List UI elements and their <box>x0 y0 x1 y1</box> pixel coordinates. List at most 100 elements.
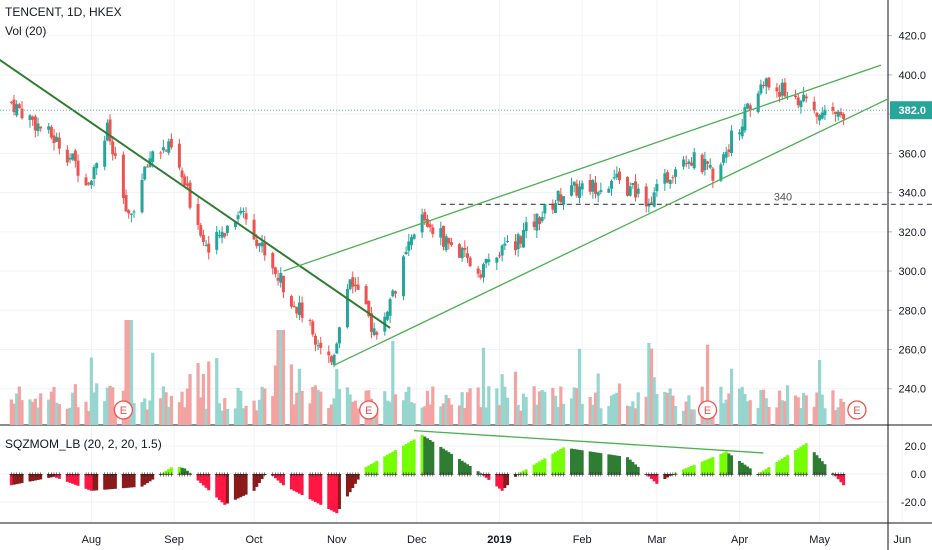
momentum-bar <box>495 474 499 487</box>
candle-body <box>842 114 846 119</box>
momentum-bar <box>578 449 582 474</box>
volume-bar <box>487 386 491 425</box>
momentum-bar <box>329 474 333 511</box>
candle-body <box>260 242 264 247</box>
squeeze-dot: + <box>222 470 227 479</box>
volume-bar <box>444 394 448 425</box>
momentum-bar <box>674 472 678 474</box>
candle-body <box>39 126 43 129</box>
momentum-bar <box>457 459 461 474</box>
momentum-bar <box>124 474 128 488</box>
momentum-bar <box>521 470 525 474</box>
momentum-bar <box>631 462 635 474</box>
candle-body <box>594 182 598 194</box>
candle-body <box>682 159 686 167</box>
squeeze-dot: + <box>161 470 166 479</box>
volume-bar <box>572 387 576 425</box>
squeeze-dot: + <box>476 470 481 479</box>
volume-bar <box>185 388 189 425</box>
volume-bar <box>124 320 128 425</box>
candle-body <box>84 177 88 186</box>
volume-bar <box>159 398 163 425</box>
candle-body <box>364 286 368 305</box>
momentum-bar <box>335 474 339 514</box>
candle-body <box>196 204 200 226</box>
squeeze-dot: + <box>33 470 38 479</box>
candle-body <box>279 272 283 283</box>
candle-body <box>554 203 558 213</box>
symbol-title: TENCENT, 1D, HKEX <box>5 5 122 19</box>
candle-body <box>375 332 379 335</box>
candle-body <box>52 135 56 144</box>
candle-body <box>690 162 694 166</box>
volume-bar <box>460 392 464 425</box>
momentum-bar <box>634 464 638 474</box>
squeeze-dot: + <box>705 470 710 479</box>
candle-body <box>428 224 432 228</box>
volume-bar <box>404 391 408 425</box>
volume-bar <box>241 408 246 425</box>
candle-body <box>263 243 267 256</box>
momentum-bar <box>148 474 152 482</box>
squeeze-dot: + <box>260 470 265 479</box>
volume-bar <box>167 406 171 425</box>
candle-body <box>700 154 704 173</box>
squeeze-dot: + <box>316 470 321 479</box>
candle-body <box>820 112 824 119</box>
momentum-bar <box>831 473 835 474</box>
x-tick-label: 2019 <box>487 534 511 546</box>
momentum-bar <box>383 456 387 474</box>
volume-bar <box>796 397 800 425</box>
candle-body <box>169 138 173 148</box>
candle-body <box>132 211 136 213</box>
candle-body <box>666 172 670 183</box>
volume-bar <box>719 386 723 425</box>
candle-body <box>439 228 443 238</box>
squeeze-dot: + <box>145 470 150 479</box>
momentum-bar <box>65 474 69 482</box>
candle-body <box>159 152 163 154</box>
volume-bar <box>143 398 147 425</box>
volume-bar <box>727 393 731 425</box>
squeeze-dot: + <box>633 470 638 479</box>
candle-body <box>143 166 147 180</box>
squeeze-dot: + <box>580 470 585 479</box>
squeeze-dot: + <box>494 470 499 479</box>
candle-body <box>588 179 592 192</box>
momentum-divergence-line <box>414 429 764 454</box>
candle-body <box>778 91 782 97</box>
volume-bar <box>681 410 686 425</box>
squeeze-dot: + <box>73 470 78 479</box>
volume-bar <box>52 386 56 425</box>
volume-bar <box>841 402 846 425</box>
volume-bar <box>428 404 432 425</box>
mom-tick-label: -20.0 <box>901 497 926 509</box>
volume-bar <box>129 320 133 425</box>
candle-body <box>113 153 117 156</box>
volume-bar <box>31 401 35 425</box>
squeeze-dot: + <box>612 470 617 479</box>
momentum-bar <box>497 474 501 489</box>
last-price-label: 382.0 <box>898 105 926 117</box>
squeeze-dot: + <box>142 470 147 479</box>
volume-bar <box>177 402 181 425</box>
candle-body <box>460 247 464 259</box>
squeeze-dot: + <box>785 470 790 479</box>
momentum-bar <box>364 467 368 474</box>
momentum-bar <box>385 454 389 474</box>
momentum-bar <box>668 474 672 476</box>
volume-bar <box>327 408 331 425</box>
candle-body <box>599 190 603 192</box>
momentum-bar <box>308 474 312 500</box>
candle-body <box>746 103 750 109</box>
volume-bar <box>215 357 219 425</box>
squeeze-dot: + <box>57 470 62 479</box>
squeeze-dot: + <box>297 470 302 479</box>
squeeze-dot: + <box>126 470 131 479</box>
candle-body <box>271 253 275 269</box>
squeeze-dot: + <box>12 470 17 479</box>
squeeze-dot: + <box>412 470 417 479</box>
momentum-bar <box>799 446 803 474</box>
squeeze-dot: + <box>406 470 411 479</box>
momentum-bar <box>460 460 464 474</box>
